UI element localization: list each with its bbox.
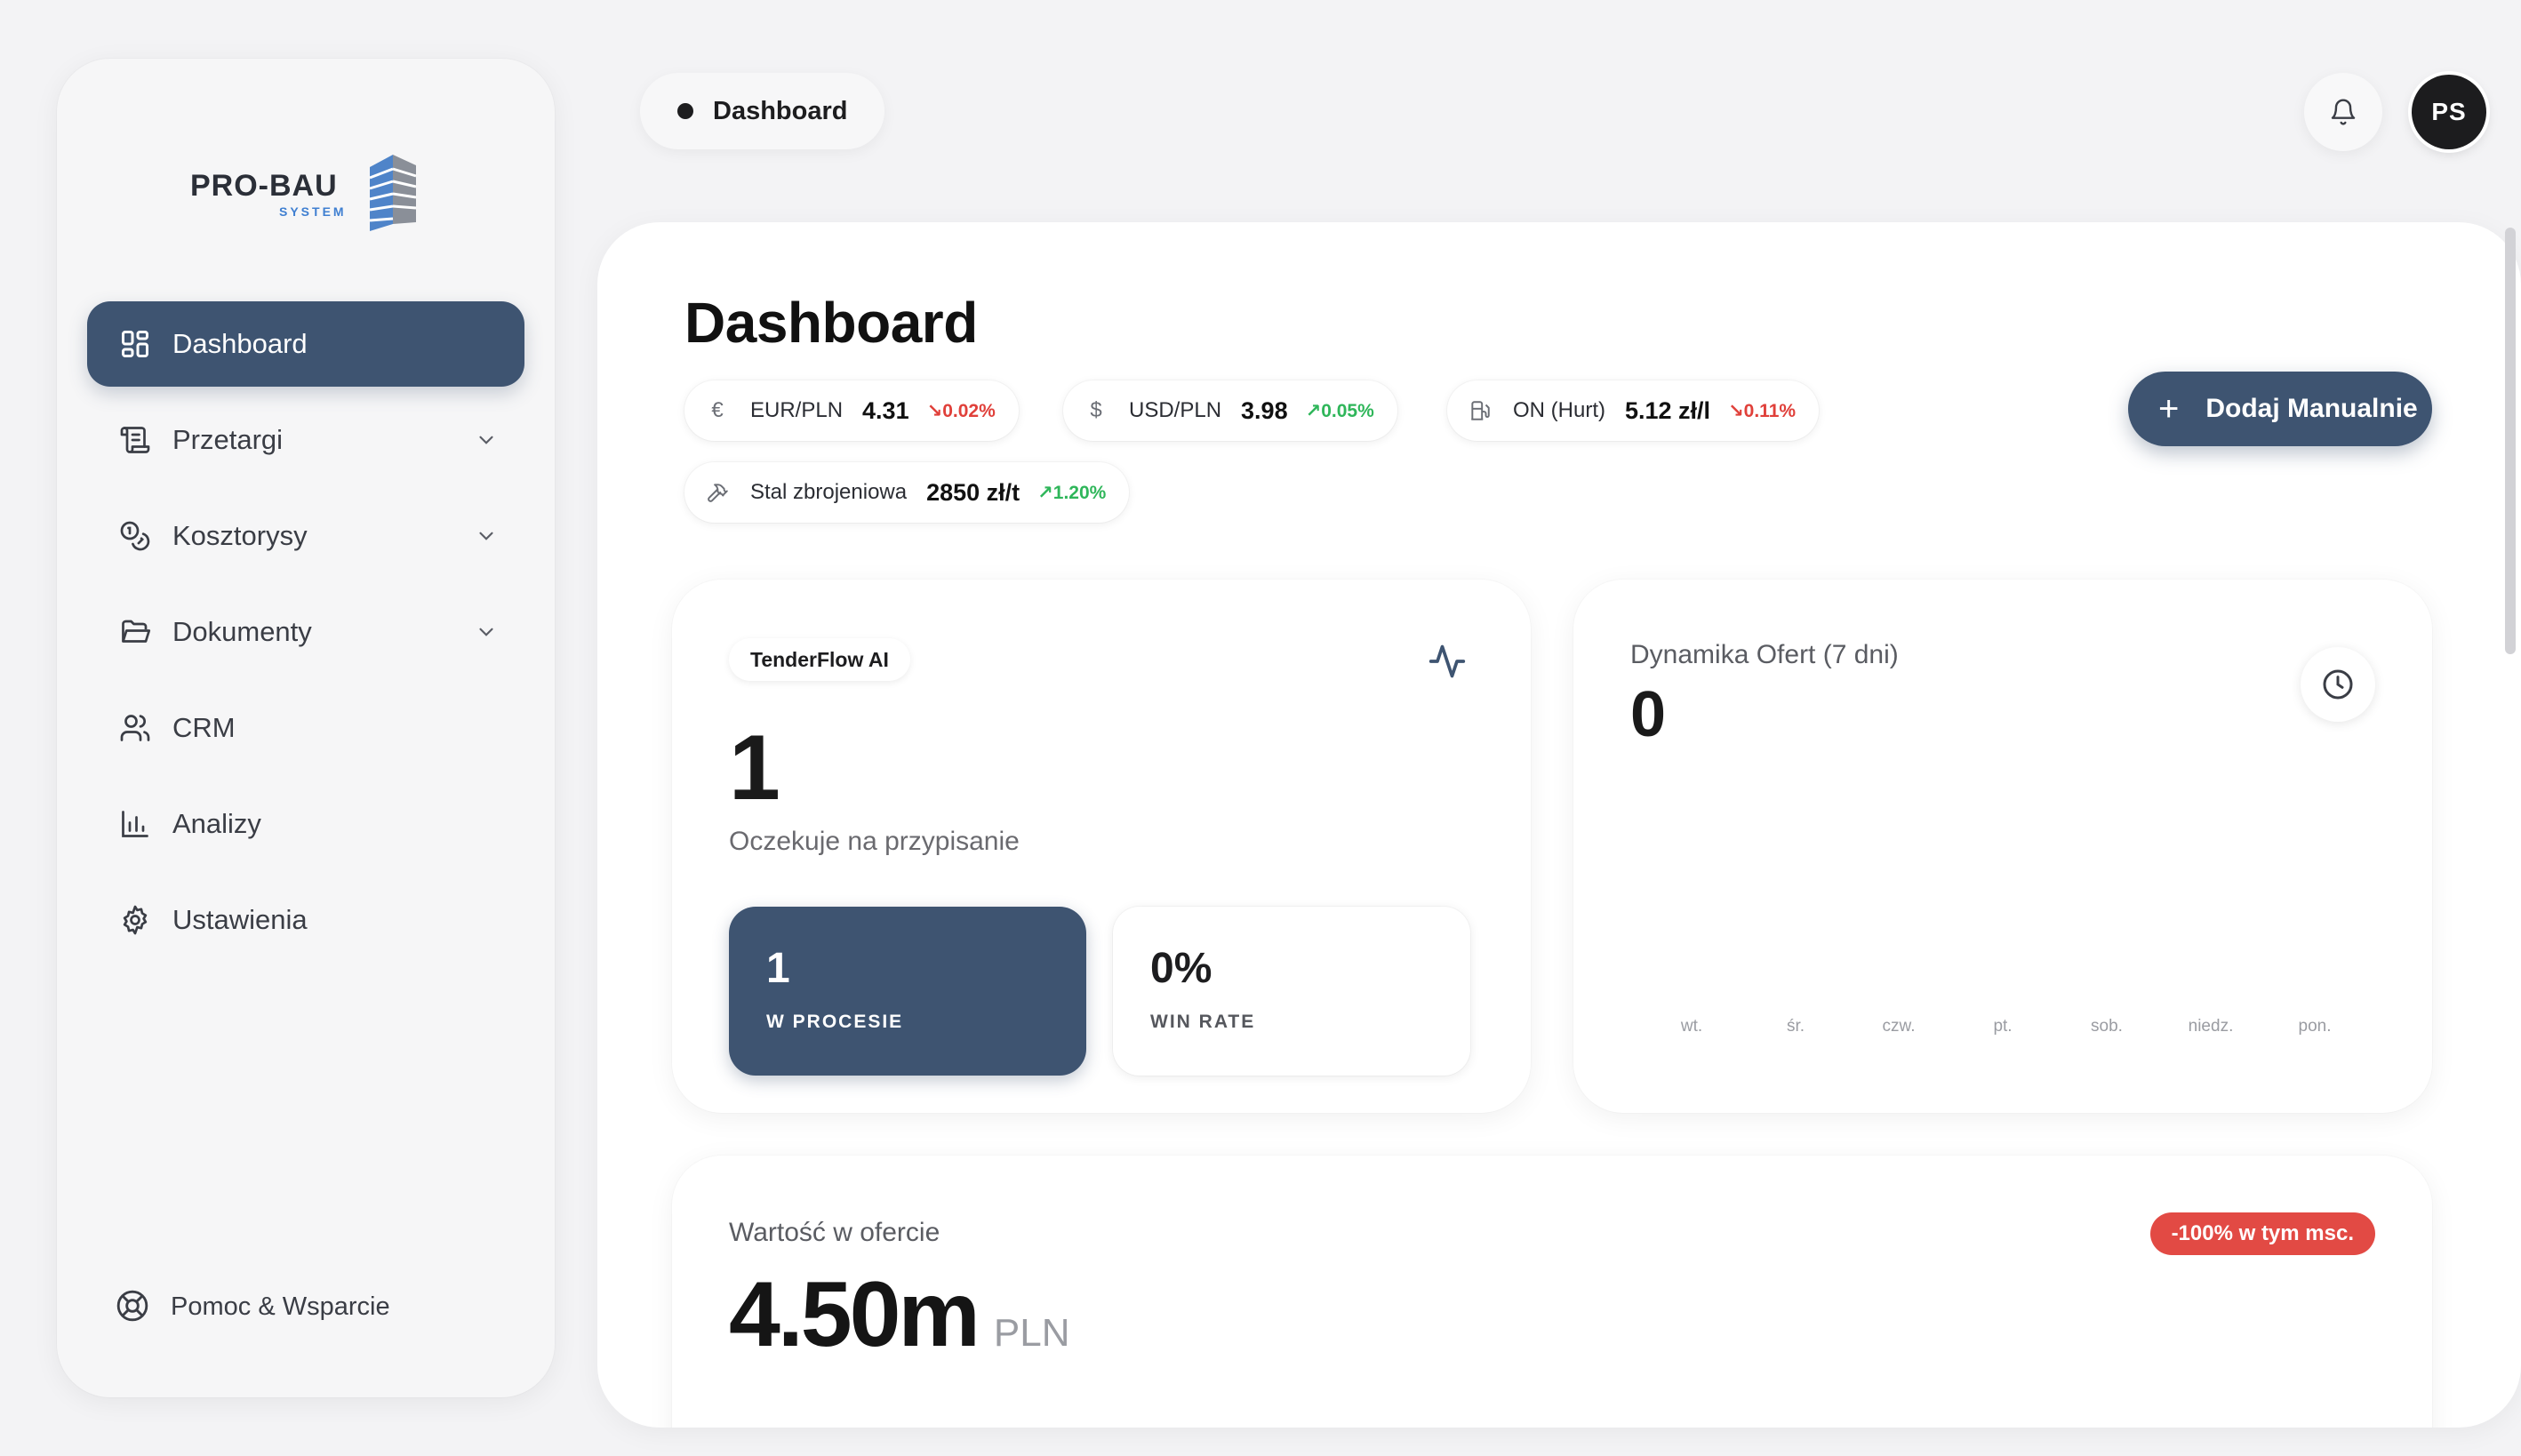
in-process-label: W PROCESIE bbox=[766, 1012, 904, 1032]
page-title: Dashboard bbox=[684, 291, 978, 355]
breadcrumb-dot bbox=[677, 103, 693, 119]
notifications-button[interactable] bbox=[2304, 73, 2382, 151]
sidebar-item-label: Przetargi bbox=[172, 424, 284, 455]
sidebar: PRO-BAU SYSTEM Dashboard bbox=[57, 59, 555, 1397]
ticker-usd-pln: $ USD/PLN 3.98 ↗0.05% bbox=[1063, 380, 1397, 441]
in-process-stat[interactable]: 1 W PROCESIE bbox=[729, 907, 1086, 1076]
bar-chart-icon bbox=[117, 806, 153, 842]
sidebar-item-label: CRM bbox=[172, 712, 236, 743]
offer-value-number: 4.50m bbox=[729, 1263, 980, 1366]
euro-icon: € bbox=[711, 398, 724, 422]
chart-day-label: wt. bbox=[1680, 1017, 1703, 1036]
dollar-icon: $ bbox=[1090, 398, 1102, 422]
chevron-down-icon[interactable] bbox=[475, 428, 524, 452]
help-support-link[interactable]: Pomoc & Wsparcie bbox=[116, 1289, 390, 1324]
ticker-value: 2850 zł/t bbox=[926, 478, 1020, 506]
building-logo-icon bbox=[369, 155, 417, 231]
activity-icon[interactable] bbox=[1428, 642, 1467, 681]
user-avatar[interactable]: PS bbox=[2412, 75, 2486, 149]
chart-day-label: czw. bbox=[1882, 1017, 1916, 1036]
sidebar-item-dokumenty[interactable]: Dokumenty bbox=[87, 589, 524, 675]
add-manually-button[interactable]: + Dodaj Manualnie bbox=[2128, 372, 2432, 446]
offer-value-amount: 4.50m PLN bbox=[729, 1262, 1069, 1368]
add-manually-label: Dodaj Manualnie bbox=[2205, 394, 2418, 423]
gear-icon bbox=[117, 902, 153, 938]
lifebuoy-icon bbox=[116, 1289, 151, 1324]
history-button[interactable] bbox=[2301, 647, 2375, 722]
help-support-label: Pomoc & Wsparcie bbox=[171, 1292, 390, 1321]
ticker-value: 3.98 bbox=[1241, 396, 1288, 424]
sidebar-item-przetargi[interactable]: Przetargi bbox=[87, 397, 524, 483]
hammer-icon bbox=[704, 479, 731, 506]
main-panel: Dashboard € EUR/PLN 4.31 ↘0.02% $ USD/PL… bbox=[597, 222, 2521, 1428]
sidebar-item-label: Analizy bbox=[172, 808, 261, 839]
ticker-name: ON (Hurt) bbox=[1513, 398, 1605, 422]
page-scrollbar[interactable] bbox=[2505, 228, 2516, 654]
breadcrumb-label: Dashboard bbox=[713, 96, 848, 125]
ticker-diesel: ON (Hurt) 5.12 zł/l ↘0.11% bbox=[1447, 380, 1820, 441]
chart-day-label: pt. bbox=[1993, 1017, 2013, 1036]
users-icon bbox=[117, 710, 153, 746]
awaiting-subtitle: Oczekuje na przypisanie bbox=[729, 827, 1020, 856]
offers-dynamics-title: Dynamika Ofert (7 dni) bbox=[1630, 640, 1899, 669]
offers-dynamics-value: 0 bbox=[1630, 679, 1667, 750]
pro-bau-logo[interactable]: PRO-BAU SYSTEM bbox=[190, 142, 430, 235]
monthly-change-badge: -100% w tym msc. bbox=[2149, 1212, 2375, 1255]
ticker-name: EUR/PLN bbox=[750, 398, 844, 422]
win-rate-value: 0% bbox=[1150, 945, 1212, 992]
ticker-value: 5.12 zł/l bbox=[1625, 396, 1711, 424]
chart-day-label: pon. bbox=[2298, 1017, 2332, 1036]
ticker-change-up: ↗1.20% bbox=[1037, 482, 1107, 503]
sidebar-item-label: Kosztorysy bbox=[172, 520, 308, 551]
breadcrumb[interactable]: Dashboard bbox=[640, 73, 885, 149]
sidebar-item-crm[interactable]: CRM bbox=[87, 685, 524, 771]
chart-day-label: śr. bbox=[1786, 1017, 1805, 1036]
offer-value-currency: PLN bbox=[993, 1311, 1070, 1355]
chart-day-label: niedz. bbox=[2188, 1017, 2234, 1036]
bell-icon bbox=[2331, 99, 2356, 125]
in-process-value: 1 bbox=[766, 945, 790, 992]
coins-icon bbox=[117, 518, 153, 554]
ticker-change: 0.02% bbox=[942, 400, 996, 421]
logo-subtext: SYSTEM bbox=[279, 204, 347, 219]
ticker-change-up: ↗0.05% bbox=[1305, 400, 1374, 421]
chevron-down-icon[interactable] bbox=[475, 620, 524, 644]
offers-dynamics-card: Dynamika Ofert (7 dni) 0 wt. śr. czw. pt… bbox=[1573, 580, 2432, 1113]
main-nav: Dashboard Przetargi Kosztorysy bbox=[87, 301, 524, 973]
sidebar-item-label: Dashboard bbox=[172, 328, 308, 359]
win-rate-label: WIN RATE bbox=[1150, 1012, 1256, 1032]
plus-icon: + bbox=[2158, 389, 2180, 428]
ticker-change: 0.05% bbox=[1321, 400, 1374, 421]
sidebar-item-label: Dokumenty bbox=[172, 616, 312, 647]
ticker-change: 0.11% bbox=[1743, 400, 1797, 421]
ticker-name: Stal zbrojeniowa bbox=[750, 480, 908, 504]
ticker-eur-pln: € EUR/PLN 4.31 ↘0.02% bbox=[684, 380, 1019, 441]
ticker-name: USD/PLN bbox=[1129, 398, 1222, 422]
grid-icon bbox=[117, 326, 153, 362]
sidebar-item-label: Ustawienia bbox=[172, 904, 308, 935]
tenderflow-tag: TenderFlow AI bbox=[729, 638, 910, 681]
chart-day-label: sob. bbox=[2091, 1017, 2123, 1036]
ticker-change-down: ↘0.11% bbox=[1728, 400, 1797, 421]
sidebar-item-kosztorysy[interactable]: Kosztorysy bbox=[87, 493, 524, 579]
ticker-change: 1.20% bbox=[1052, 482, 1107, 503]
fuel-icon bbox=[1467, 397, 1493, 424]
win-rate-stat[interactable]: 0% WIN RATE bbox=[1113, 907, 1470, 1076]
ticker-steel: Stal zbrojeniowa 2850 zł/t ↗1.20% bbox=[684, 462, 1130, 523]
logo-text: PRO-BAU bbox=[190, 169, 338, 203]
folder-icon bbox=[117, 614, 153, 650]
offer-value-card: Wartość w ofercie 4.50m PLN -100% w tym … bbox=[672, 1156, 2432, 1428]
ticker-value: 4.31 bbox=[862, 396, 909, 424]
sidebar-item-dashboard[interactable]: Dashboard bbox=[87, 301, 524, 387]
sidebar-item-analizy[interactable]: Analizy bbox=[87, 781, 524, 867]
awaiting-count: 1 bbox=[729, 716, 780, 820]
offer-value-title: Wartość w ofercie bbox=[729, 1218, 940, 1247]
clock-icon bbox=[2323, 669, 2353, 700]
scroll-icon bbox=[117, 422, 153, 458]
sidebar-item-ustawienia[interactable]: Ustawienia bbox=[87, 877, 524, 963]
chevron-down-icon[interactable] bbox=[475, 524, 524, 548]
tenderflow-card: TenderFlow AI 1 Oczekuje na przypisanie … bbox=[672, 580, 1531, 1113]
ticker-change-down: ↘0.02% bbox=[926, 400, 996, 421]
